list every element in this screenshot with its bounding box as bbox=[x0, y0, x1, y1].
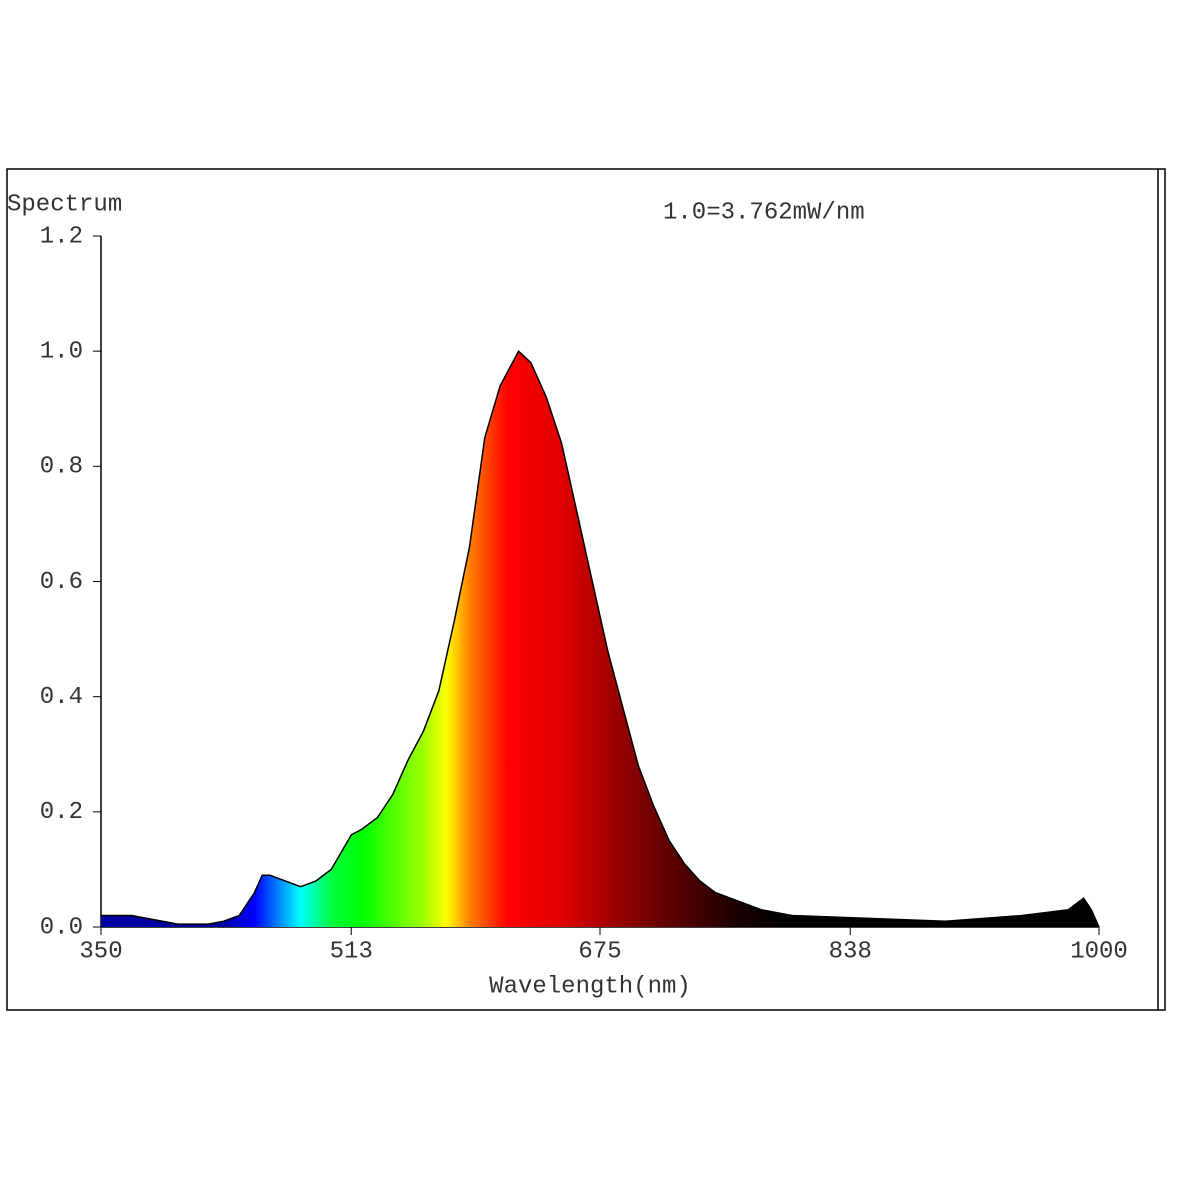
x-axis-label: Wavelength(nm) bbox=[489, 973, 691, 1000]
y-tick-label: 0.2 bbox=[40, 799, 83, 826]
annotation: 1.0=3.762mW/nm bbox=[663, 199, 865, 226]
y-axis-label: Spectrum bbox=[7, 191, 122, 218]
y-tick-label: 0.4 bbox=[40, 684, 83, 711]
x-tick-label: 675 bbox=[578, 938, 621, 965]
spectrum-area bbox=[101, 351, 1099, 927]
y-tick-label: 0.6 bbox=[40, 569, 83, 596]
spectrum-line bbox=[101, 349, 1100, 928]
frame bbox=[6, 168, 1166, 1011]
y-tick-label: 0.8 bbox=[40, 454, 83, 481]
x-tick-label: 1000 bbox=[1070, 938, 1128, 965]
x-tick-label: 838 bbox=[829, 938, 872, 965]
x-tick-label: 350 bbox=[79, 938, 122, 965]
y-tick-label: 1.0 bbox=[40, 339, 83, 366]
y-tick-label: 1.2 bbox=[40, 223, 83, 250]
y-tick-label: 0.0 bbox=[40, 914, 83, 941]
x-tick-label: 513 bbox=[330, 938, 373, 965]
